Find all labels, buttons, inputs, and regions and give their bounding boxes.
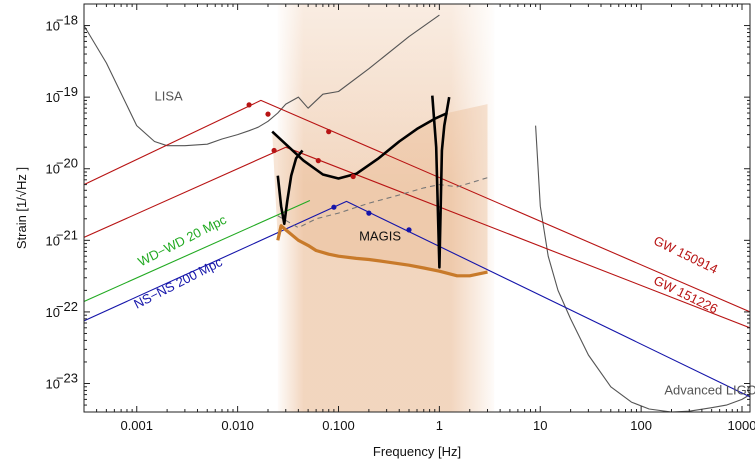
y-tick-base: 10 [46,377,60,392]
y-tick-exponent: −20 [56,156,78,171]
annotation-gw-150914: GW 150914 [651,233,720,277]
marker-gw-150914-0 [246,102,252,108]
series-line-curve-10 [431,95,451,269]
x-tick-label: 0.010 [221,418,254,433]
annotation-advanced-ligo: Advanced LIGO [664,383,755,398]
magis-sensitivity-band [272,4,495,412]
y-tick-label: 10 [46,377,60,392]
y-tick-base: 10 [46,305,60,320]
series-line-gw-150914 [84,99,750,313]
series-line-ns-ns-200-mpc [84,200,750,398]
y-tick-exponent: −23 [56,371,78,386]
axis-layer: 0.001 0.010 0.100 1 10 100 100010−1810−1910−20… [46,3,755,433]
series-line-curve-9 [276,149,304,226]
marker-gw-150914-2 [326,129,332,135]
y-tick-exponent: −19 [56,84,78,99]
y-tick-base: 10 [46,19,60,34]
y-tick-exponent: −21 [56,227,78,242]
series-line-gw-151226 [84,146,750,329]
y-axis-title: Strain [1/√Hz ] [14,167,29,249]
series-line-wd-wd-20-mpc [84,199,311,303]
x-tick-label: 100 [630,418,652,433]
x-tick-label: 1 [436,418,443,433]
x-tick-label: 1000 [728,418,755,433]
y-tick-exponent: −22 [56,299,78,314]
y-tick-label: 10 [46,233,60,248]
x-tick-label: 0.100 [322,418,355,433]
y-tick-label: 10 [46,162,60,177]
band-fade [277,4,495,412]
marker-gw-150914-1 [265,111,271,117]
marker-layer [246,102,412,233]
y-tick-base: 10 [46,90,60,105]
marker-gw-151226-1 [315,158,321,164]
y-tick-label: 10 [46,90,60,105]
y-tick-exponent: −18 [56,13,78,28]
series-layer [84,14,750,412]
marker-ns-ns-200-mpc-1 [366,210,372,216]
y-tick-base: 10 [46,233,60,248]
marker-gw-151226-0 [271,147,277,154]
annotation-lisa: LISA [155,88,184,103]
x-axis-title: Frequency [Hz] [373,444,461,459]
marker-gw-151226-2 [350,173,356,180]
magis-region-fill [272,104,488,276]
series-line-curve-7 [277,177,488,229]
x-tick-label: 0.001 [120,418,153,433]
y-tick-label: 10 [46,305,60,320]
annotation-magis: MAGIS [359,228,401,243]
marker-ns-ns-200-mpc-2 [406,227,412,233]
marker-ns-ns-200-mpc-0 [331,204,337,210]
series-line-magis [276,224,488,278]
y-tick-base: 10 [46,162,60,177]
x-tick-label: 10 [533,418,547,433]
series-line-advanced-ligo [535,125,750,412]
series-line-lisa [84,14,440,147]
y-tick-label: 10 [46,19,60,34]
